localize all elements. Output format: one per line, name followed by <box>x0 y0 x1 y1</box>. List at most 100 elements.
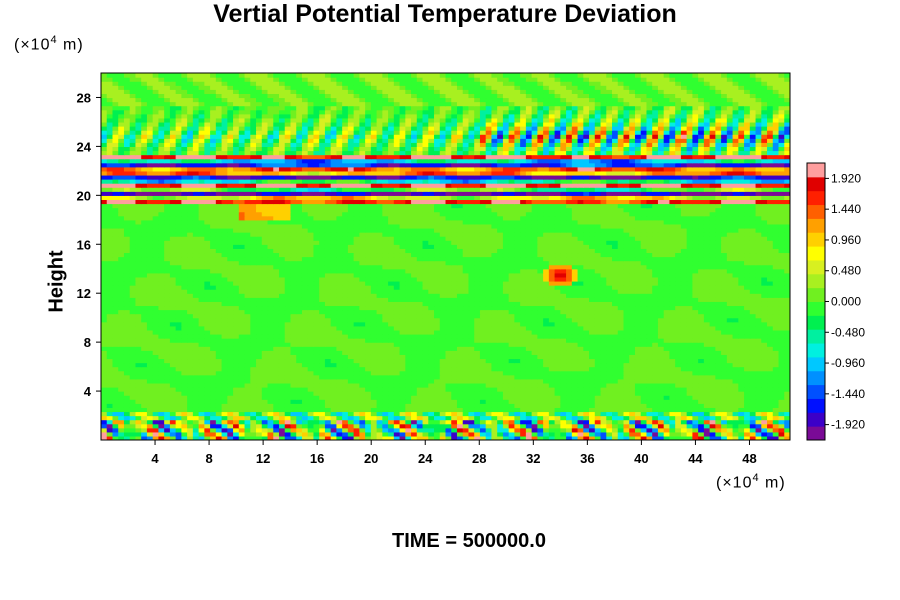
heatmap-cell <box>657 423 665 429</box>
heatmap-cell <box>146 305 154 311</box>
heatmap-cell <box>118 321 125 327</box>
heatmap-cell <box>543 411 550 417</box>
heatmap-cell <box>571 431 579 437</box>
heatmap-cell <box>629 382 636 388</box>
heatmap-cell <box>491 407 498 413</box>
heatmap-cell <box>646 362 653 368</box>
heatmap-cell <box>468 321 475 327</box>
heatmap-cell <box>146 415 154 421</box>
heatmap-cell <box>112 382 119 388</box>
heatmap-cell <box>623 309 630 315</box>
heatmap-cell <box>663 391 671 396</box>
heatmap-cell <box>261 391 269 396</box>
heatmap-cell <box>732 362 739 368</box>
heatmap-cell <box>594 301 602 307</box>
heatmap-cell <box>181 391 188 396</box>
heatmap-cell <box>434 293 441 298</box>
heatmap-cell <box>382 374 389 380</box>
heatmap-cell <box>462 309 470 315</box>
heatmap-cell <box>330 386 338 392</box>
heatmap-cell <box>267 366 274 372</box>
heatmap-cell <box>646 309 653 315</box>
heatmap-cell <box>767 350 774 355</box>
heatmap-cell <box>439 419 447 425</box>
heatmap-cell <box>560 407 567 413</box>
heatmap-cell <box>709 321 716 327</box>
heatmap-cell <box>778 317 785 323</box>
heatmap-cell <box>382 415 389 421</box>
heatmap-cell <box>101 411 108 417</box>
heatmap-cell <box>456 329 464 335</box>
heatmap-cell <box>439 329 447 335</box>
heatmap-cell <box>721 415 728 421</box>
heatmap-cell <box>784 313 790 319</box>
heatmap-cell <box>508 435 515 440</box>
heatmap-cell <box>112 289 119 294</box>
heatmap-cell <box>566 293 573 298</box>
heatmap-cell <box>388 313 395 319</box>
heatmap-cell <box>301 309 309 315</box>
heatmap-cell <box>571 419 579 425</box>
heatmap-cell <box>313 431 320 437</box>
heatmap-cell <box>388 423 395 429</box>
heatmap-cell <box>640 297 648 302</box>
heatmap-cell <box>175 350 182 355</box>
heatmap-cell <box>123 395 131 400</box>
heatmap-cell <box>744 329 751 335</box>
heatmap-cell <box>342 431 349 437</box>
heatmap-cell <box>709 415 716 421</box>
heatmap-cell <box>439 333 447 339</box>
heatmap-cell <box>560 342 567 347</box>
heatmap-cell <box>411 333 418 339</box>
heatmap-cell <box>548 395 556 400</box>
heatmap-cell <box>594 285 602 290</box>
heatmap-cell <box>164 378 171 384</box>
heatmap-cell <box>479 386 487 392</box>
heatmap-cell <box>560 370 567 376</box>
heatmap-cell <box>537 374 544 380</box>
heatmap-cell <box>623 395 630 400</box>
heatmap-cell <box>738 309 745 315</box>
heatmap-cell <box>514 358 521 364</box>
heatmap-cell <box>273 419 280 425</box>
heatmap-cell <box>468 403 475 408</box>
heatmap-cell <box>301 423 309 429</box>
heatmap-cell <box>456 276 464 282</box>
heatmap-cell <box>135 268 142 274</box>
heatmap-cell <box>388 431 395 437</box>
heatmap-cell <box>169 354 177 360</box>
heatmap-cell <box>296 333 303 339</box>
heatmap-cell <box>462 313 470 319</box>
heatmap-cell <box>525 362 533 368</box>
heatmap-cell <box>416 374 424 380</box>
heatmap-cell <box>675 325 682 331</box>
heatmap-cell <box>210 399 217 404</box>
heatmap-cell <box>715 395 722 400</box>
heatmap-cell <box>600 280 607 286</box>
heatmap-cell <box>520 366 527 372</box>
heatmap-cell <box>198 280 205 286</box>
heatmap-cell <box>388 268 395 274</box>
heatmap-cell <box>158 313 165 319</box>
heatmap-cell <box>290 289 297 294</box>
heatmap-cell <box>422 325 429 331</box>
heatmap-cell <box>175 378 182 384</box>
heatmap-cell <box>474 431 481 437</box>
heatmap-cell <box>250 362 257 368</box>
heatmap-cell <box>554 370 561 376</box>
heatmap-cell <box>744 386 751 392</box>
heatmap-cell <box>715 366 722 372</box>
heatmap-cell <box>135 362 142 368</box>
heatmap-cell <box>525 321 533 327</box>
heatmap-cell <box>388 276 395 282</box>
heatmap-cell <box>491 338 498 343</box>
heatmap-cell <box>135 346 142 351</box>
heatmap-cell <box>152 419 160 425</box>
heatmap-cell <box>577 280 584 286</box>
heatmap-cell <box>657 382 665 388</box>
heatmap-cell <box>382 342 389 347</box>
heatmap-cell <box>439 289 447 294</box>
heatmap-cell <box>416 378 424 384</box>
heatmap-cell <box>698 305 705 311</box>
heatmap-cell <box>434 285 441 290</box>
